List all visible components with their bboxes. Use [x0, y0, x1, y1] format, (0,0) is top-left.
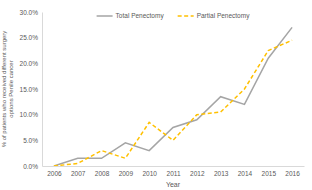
- x-tick-label: 2007: [71, 170, 86, 177]
- x-tick-label: 2008: [95, 170, 110, 177]
- x-tick: 2006: [47, 166, 62, 177]
- x-tick: 2014: [238, 166, 253, 177]
- y-tick: 5.0%: [23, 137, 42, 144]
- y-axis-title: % of patients who received different sur…: [1, 31, 14, 148]
- x-tick: 2012: [190, 166, 205, 177]
- x-axis-line: [43, 166, 305, 167]
- x-tick: 2010: [142, 166, 157, 177]
- x-tick: 2016: [285, 166, 300, 177]
- y-tick: 20.0%: [20, 60, 42, 67]
- x-tick: 2009: [119, 166, 134, 177]
- x-tick-label: 2012: [190, 170, 205, 177]
- y-axis-line: [42, 13, 43, 167]
- x-tick-label: 2009: [119, 170, 134, 177]
- x-tick-label: 2010: [142, 170, 157, 177]
- x-tick-label: 2011: [167, 170, 181, 177]
- x-tick-label: 2015: [262, 170, 277, 177]
- x-axis-title: Year: [166, 181, 181, 188]
- y-tick-label: 20.0%: [20, 60, 39, 67]
- x-tick: 2007: [71, 166, 86, 177]
- y-tick-label: 0.0%: [23, 163, 38, 170]
- y-tick-label: 5.0%: [23, 137, 38, 144]
- legend-swatch: [178, 15, 194, 17]
- y-tick: 25.0%: [20, 34, 42, 41]
- x-tick-label: 2014: [238, 170, 253, 177]
- x-axis: 2006 2007 2008 2009 2010 2011 2012 2013 2014 2015…: [43, 166, 305, 177]
- x-tick: 2011: [167, 166, 181, 177]
- x-tick: 2015: [262, 166, 277, 177]
- y-tick-label: 25.0%: [20, 34, 39, 41]
- y-tick: 10.0%: [20, 111, 42, 118]
- legend-item: Partial Penectomy: [178, 12, 250, 20]
- x-tick-label: 2013: [214, 170, 229, 177]
- legend-label: Total Penectomy: [116, 12, 165, 20]
- x-tick: 2013: [214, 166, 229, 177]
- y-axis: 0.0% 5.0% 10.0% 15.0% 20.0% 25.0% 30.0%: [20, 9, 43, 170]
- legend-item: Total Penectomy: [97, 12, 165, 20]
- y-tick-label: 15.0%: [20, 86, 39, 93]
- y-tick: 30.0%: [20, 9, 42, 16]
- y-tick: 0.0%: [23, 163, 42, 170]
- plot: 0.0%5.0%10.0%15.0%20.0%25.0%30.0%2006200…: [20, 9, 305, 177]
- legend: Total Penectomy Partial Penectomy: [97, 12, 251, 20]
- x-tick-label: 2006: [47, 170, 62, 177]
- x-tick-label: 2016: [285, 170, 300, 177]
- x-tick: 2008: [95, 166, 110, 177]
- series-line: [54, 40, 292, 166]
- y-tick: 15.0%: [20, 86, 42, 93]
- series-line: [54, 27, 292, 166]
- legend-swatch: [97, 15, 113, 17]
- lines: [54, 27, 292, 166]
- legend-label: Partial Penectomy: [197, 12, 250, 20]
- chart: 0.0%5.0%10.0%15.0%20.0%25.0%30.0%2006200…: [0, 0, 312, 190]
- y-tick-label: 30.0%: [20, 9, 39, 16]
- y-tick-label: 10.0%: [20, 111, 39, 118]
